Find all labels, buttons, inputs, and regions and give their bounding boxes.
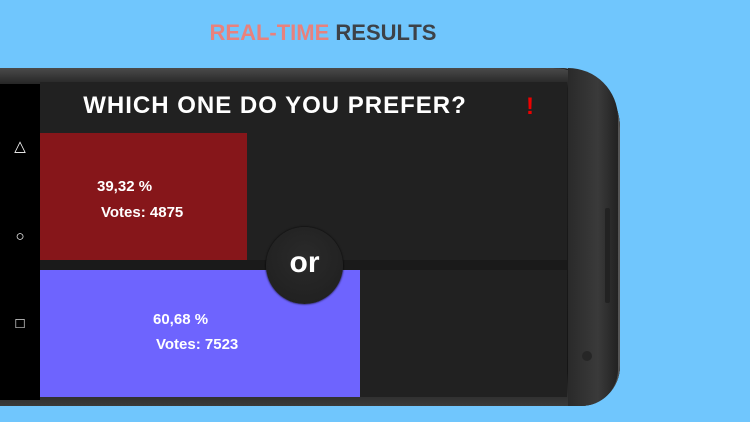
phone-sensor bbox=[582, 351, 592, 361]
question-title: WHICH ONE DO YOU PREFER? bbox=[83, 92, 467, 119]
option-2-percent: 60,68 % bbox=[153, 311, 209, 328]
headline-rest: RESULTS bbox=[335, 20, 437, 45]
phone-speaker bbox=[605, 208, 610, 303]
option-1-percent: 39,32 % bbox=[97, 178, 153, 195]
back-triangle-icon[interactable]: △ bbox=[14, 138, 26, 155]
android-nav-bar: △ ○ □ bbox=[0, 84, 40, 400]
option-1-votes: Votes: 4875 bbox=[101, 204, 184, 221]
option-2-votes: Votes: 7523 bbox=[156, 336, 239, 353]
or-button[interactable]: or bbox=[266, 227, 343, 304]
exclamation-icon[interactable]: ! bbox=[526, 93, 534, 120]
headline-highlight: REAL-TIME bbox=[209, 20, 330, 45]
home-circle-icon[interactable]: ○ bbox=[15, 228, 25, 245]
recents-square-icon[interactable]: □ bbox=[15, 315, 25, 332]
option-1-result[interactable]: 39,32 % Votes: 4875 bbox=[40, 133, 247, 260]
promo-headline: REAL-TIME RESULTS bbox=[200, 20, 446, 46]
phone-edge bbox=[568, 68, 618, 406]
